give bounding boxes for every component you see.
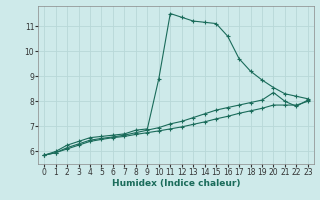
X-axis label: Humidex (Indice chaleur): Humidex (Indice chaleur) bbox=[112, 179, 240, 188]
